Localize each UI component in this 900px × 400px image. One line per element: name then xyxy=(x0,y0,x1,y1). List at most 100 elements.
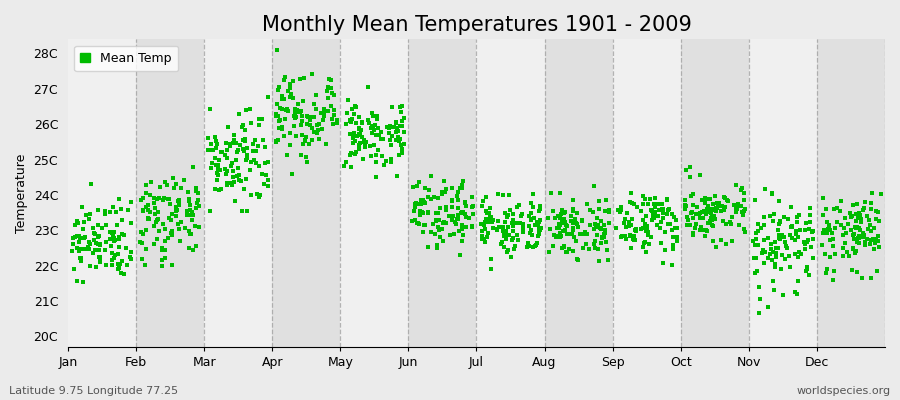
Point xyxy=(397,129,411,135)
Point xyxy=(239,156,254,163)
Point xyxy=(695,227,709,233)
Point xyxy=(636,216,651,223)
Point xyxy=(789,228,804,234)
Point xyxy=(614,206,628,213)
Point xyxy=(595,235,609,242)
Point xyxy=(438,219,453,226)
Point xyxy=(566,220,580,226)
Point xyxy=(364,153,378,160)
Point xyxy=(160,182,175,188)
Point xyxy=(326,121,340,127)
Point xyxy=(513,220,527,226)
Point xyxy=(855,234,869,240)
Point xyxy=(363,142,377,149)
Point xyxy=(522,243,536,250)
Point xyxy=(646,212,661,218)
Point xyxy=(549,233,563,239)
Point xyxy=(496,224,510,230)
Point xyxy=(317,109,331,115)
Point xyxy=(827,251,842,257)
Point xyxy=(152,184,166,191)
Point xyxy=(158,226,173,232)
Point xyxy=(189,200,203,206)
Point xyxy=(417,222,431,228)
Point xyxy=(436,178,451,184)
Point xyxy=(701,203,716,210)
Point xyxy=(296,98,310,105)
Point xyxy=(210,141,224,147)
Point xyxy=(409,200,423,207)
Point xyxy=(820,266,834,272)
Point xyxy=(853,216,868,223)
Point xyxy=(87,231,102,238)
Point xyxy=(293,122,308,128)
Point xyxy=(69,245,84,252)
Point xyxy=(502,192,517,198)
Point xyxy=(84,181,98,188)
Point xyxy=(182,196,196,202)
Point xyxy=(571,224,585,230)
Point xyxy=(300,113,314,120)
Point xyxy=(592,258,607,264)
Point xyxy=(678,197,692,204)
Point xyxy=(791,212,806,218)
Point xyxy=(86,225,101,232)
Point xyxy=(105,256,120,263)
Point xyxy=(836,231,850,238)
Point xyxy=(136,230,150,237)
Point xyxy=(654,206,669,212)
Point xyxy=(838,214,852,221)
Point xyxy=(706,206,721,212)
Point xyxy=(168,208,183,214)
Point xyxy=(846,246,860,252)
Point xyxy=(270,46,284,53)
Point xyxy=(771,197,786,204)
Point xyxy=(236,146,250,152)
Point xyxy=(850,269,864,276)
Point xyxy=(834,197,849,204)
Point xyxy=(455,231,470,238)
Point xyxy=(499,210,513,216)
Point xyxy=(104,262,119,268)
Point xyxy=(168,213,183,219)
Point xyxy=(295,132,310,138)
Point xyxy=(654,240,669,246)
Point xyxy=(533,226,547,233)
Point xyxy=(345,116,359,122)
Point xyxy=(149,235,164,242)
Point xyxy=(629,228,643,234)
Point xyxy=(560,249,574,255)
Point xyxy=(484,265,499,272)
Point xyxy=(521,223,535,230)
Point xyxy=(209,162,223,168)
Point xyxy=(481,219,495,225)
Point xyxy=(295,118,310,125)
Point xyxy=(751,242,765,248)
Point xyxy=(796,239,811,246)
Point xyxy=(557,220,572,226)
Point xyxy=(572,231,587,238)
Point xyxy=(639,223,653,230)
Point xyxy=(366,142,381,148)
Point xyxy=(703,218,717,224)
Point xyxy=(559,222,573,228)
Point xyxy=(374,152,389,159)
Point xyxy=(268,138,283,144)
Point xyxy=(626,201,641,208)
Point xyxy=(88,247,103,254)
Point xyxy=(530,222,544,228)
Point xyxy=(833,222,848,229)
Point xyxy=(724,238,739,244)
Point xyxy=(290,107,304,113)
Point xyxy=(590,232,604,238)
Point xyxy=(414,199,428,206)
Point xyxy=(343,131,357,137)
Point xyxy=(846,245,860,251)
Point xyxy=(718,194,733,201)
Point xyxy=(816,212,831,218)
Point xyxy=(269,111,284,118)
Point xyxy=(752,295,767,302)
Point xyxy=(141,207,156,214)
Point xyxy=(526,191,541,197)
Point xyxy=(255,171,269,177)
